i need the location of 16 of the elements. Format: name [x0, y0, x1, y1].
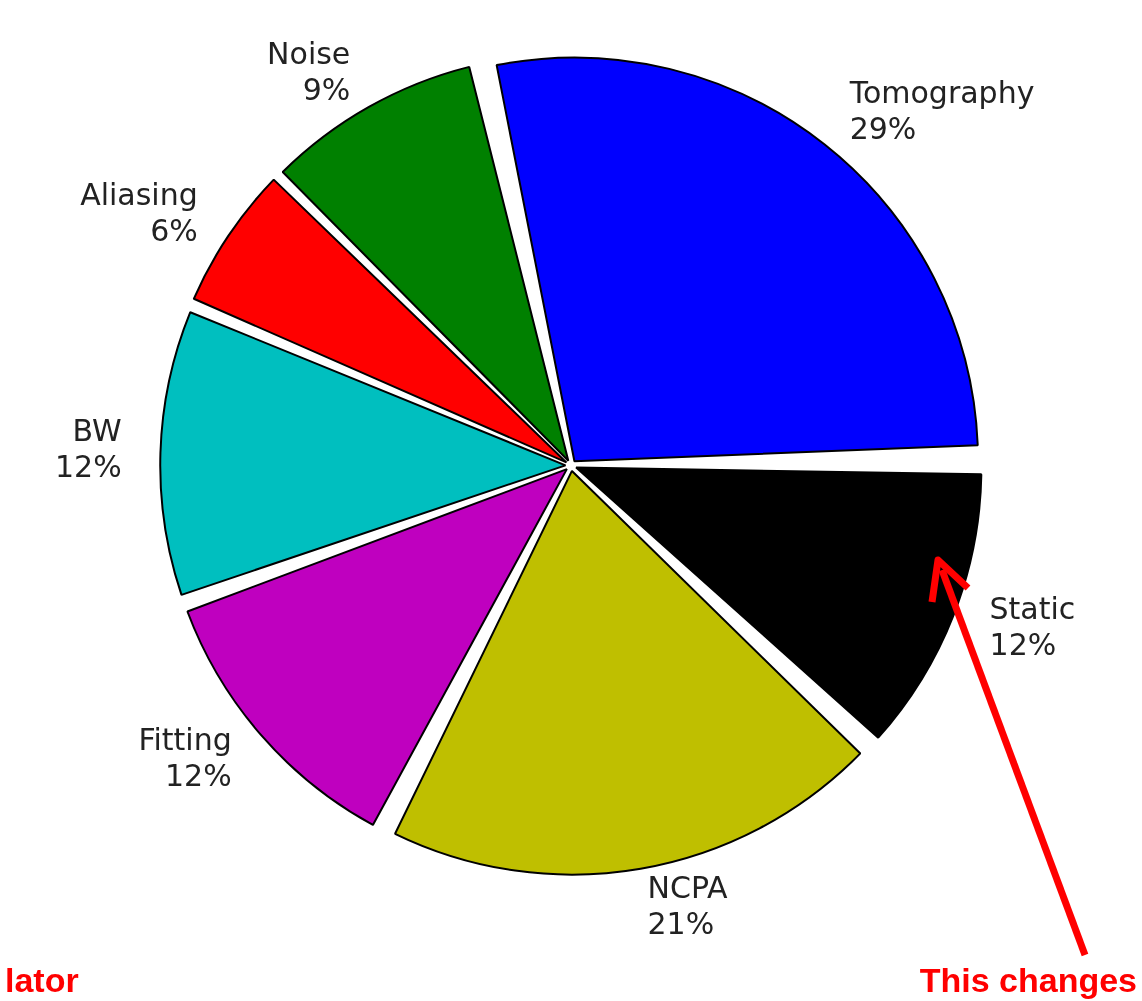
slice-label: Static	[989, 591, 1076, 627]
slice-label: Fitting	[138, 722, 232, 758]
data-label: 12%	[165, 758, 232, 794]
data-label: 21%	[647, 906, 715, 942]
data-label: 9%	[302, 71, 351, 107]
data-label: 12%	[55, 449, 122, 485]
slice-label: Aliasing	[80, 176, 198, 212]
slice-label: Tomography	[848, 74, 1035, 110]
text: lator	[5, 961, 79, 999]
text: This changes	[919, 961, 1137, 999]
slice-label: NCPA	[647, 870, 729, 906]
data-label: 6%	[150, 212, 198, 248]
data-label: 12%	[989, 627, 1057, 663]
slice-label: BW	[72, 413, 122, 449]
slice-label: Noise	[267, 35, 351, 71]
data-label: 29%	[849, 110, 917, 146]
